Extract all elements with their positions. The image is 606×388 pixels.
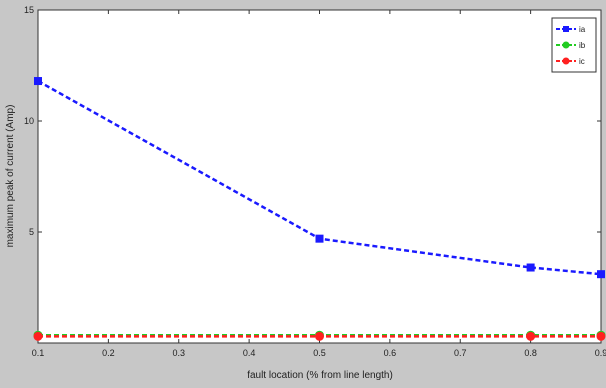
- x-axis-label: fault location (% from line length): [247, 370, 393, 381]
- x-tick-label: 0.1: [32, 348, 45, 358]
- data-point-ic: [315, 331, 324, 341]
- x-tick-label: 0.7: [454, 348, 467, 358]
- y-axis-label: maximum peak of current (Amp): [5, 105, 16, 248]
- x-tick-label: 0.4: [243, 348, 256, 358]
- data-point-ia: [597, 270, 605, 279]
- x-tick-label: 0.2: [102, 348, 115, 358]
- legend-label-ic: ic: [579, 57, 585, 66]
- legend-marker-ib: [562, 41, 570, 49]
- data-point-ic: [526, 331, 536, 341]
- legend-marker-ia: [563, 26, 569, 32]
- series-line-ia: [37, 79, 602, 276]
- y-tick-label: 5: [29, 227, 34, 237]
- data-point-ic: [596, 331, 606, 341]
- x-tick-label: 0.6: [384, 348, 397, 358]
- legend-marker-ic: [562, 57, 570, 65]
- x-tick-label: 0.8: [524, 348, 537, 358]
- x-tick-label: 0.5: [313, 348, 326, 358]
- x-tick-label: 0.3: [172, 348, 185, 358]
- data-point-ia: [34, 77, 42, 86]
- data-point-ia: [526, 263, 535, 272]
- x-tick-label: 0.9: [595, 348, 606, 358]
- data-point-ic: [33, 331, 43, 341]
- y-tick-label: 15: [24, 5, 34, 15]
- plot-area: [37, 9, 602, 344]
- y-tick-label: 10: [24, 116, 34, 126]
- data-point-ia: [315, 234, 324, 243]
- legend-label-ia: ia: [579, 25, 586, 34]
- legend-label-ib: ib: [579, 41, 586, 50]
